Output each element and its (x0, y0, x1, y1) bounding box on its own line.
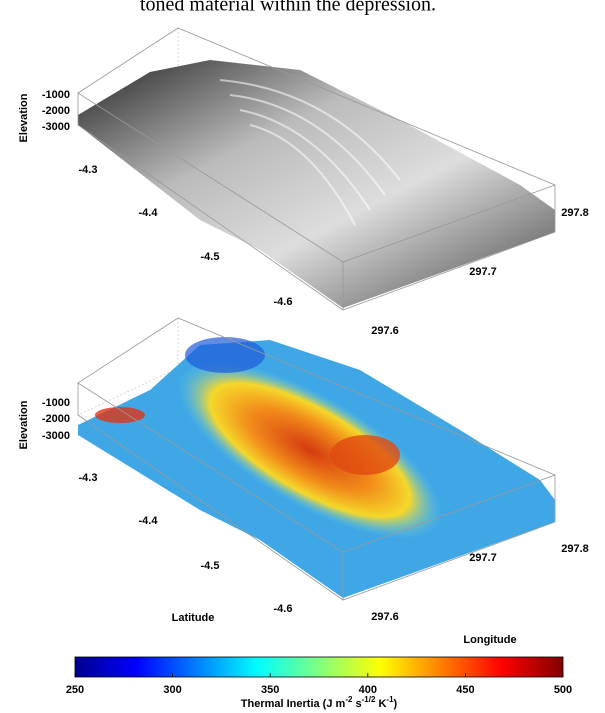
z-tick-label: -1000 (42, 89, 70, 101)
colorbar-tick-label: 350 (261, 684, 279, 696)
z-label: Elevation (18, 400, 30, 449)
lat-tick-label: -4.4 (139, 515, 159, 527)
lon-tick-label: 297.7 (469, 552, 497, 564)
colorbar-title-part: Thermal Inertia (J m (241, 698, 346, 710)
lat-tick-label: -4.3 (79, 164, 98, 176)
caption: toned material within the depression. (140, 0, 436, 16)
colorbar-tick-label: 250 (66, 684, 84, 696)
z-label: Elevation (18, 93, 30, 142)
lon-tick-label: 297.8 (561, 207, 589, 219)
y-label: Longitude (463, 634, 516, 646)
colorbar-gradient (75, 657, 563, 677)
lat-tick-label: -4.5 (201, 251, 220, 263)
lat-tick-label: -4.3 (79, 472, 98, 484)
colorbar-tick-label: 450 (456, 684, 474, 696)
panel-top: Elevation -1000 -2000 -3000 -4.3 -4.4 -4… (18, 28, 589, 337)
lat-tick-label: -4.6 (274, 603, 293, 615)
colorbar-title-superscript: -1/2 (362, 695, 376, 704)
lat-tick-label: -4.5 (201, 560, 220, 572)
lon-tick-label: 297.8 (561, 543, 589, 555)
colorbar: Thermal Inertia (J m-2 s-1/2 K-1) 250 300… (66, 657, 572, 710)
lat-tick-label: -4.4 (139, 207, 159, 219)
colorbar-tick-label: 500 (554, 684, 572, 696)
lon-tick-label: 297.6 (371, 611, 399, 623)
lon-tick-label: 297.7 (469, 266, 497, 278)
colorbar-title-part: ) (394, 698, 398, 710)
colorbar-title-part: K (375, 698, 386, 710)
colorbar-title: Thermal Inertia (J m-2 s-1/2 K-1) (241, 695, 398, 710)
colorbar-tick-label: 300 (163, 684, 181, 696)
x-label: Latitude (172, 612, 215, 624)
panel-bottom: Elevation -1000 -2000 -3000 -4.3 -4.4 -4… (18, 318, 589, 646)
z-tick-label: -3000 (42, 121, 70, 133)
z-tick-label: -2000 (42, 413, 70, 425)
figure: toned material within the depression. El… (0, 0, 605, 713)
lat-tick-label: -4.6 (274, 296, 293, 308)
lon-tick-label: 297.6 (371, 325, 399, 337)
z-tick-label: -2000 (42, 105, 70, 117)
colorbar-tick-label: 400 (359, 684, 377, 696)
z-tick-label: -1000 (42, 397, 70, 409)
z-tick-label: -3000 (42, 430, 70, 442)
colorbar-title-part: s (352, 698, 361, 710)
